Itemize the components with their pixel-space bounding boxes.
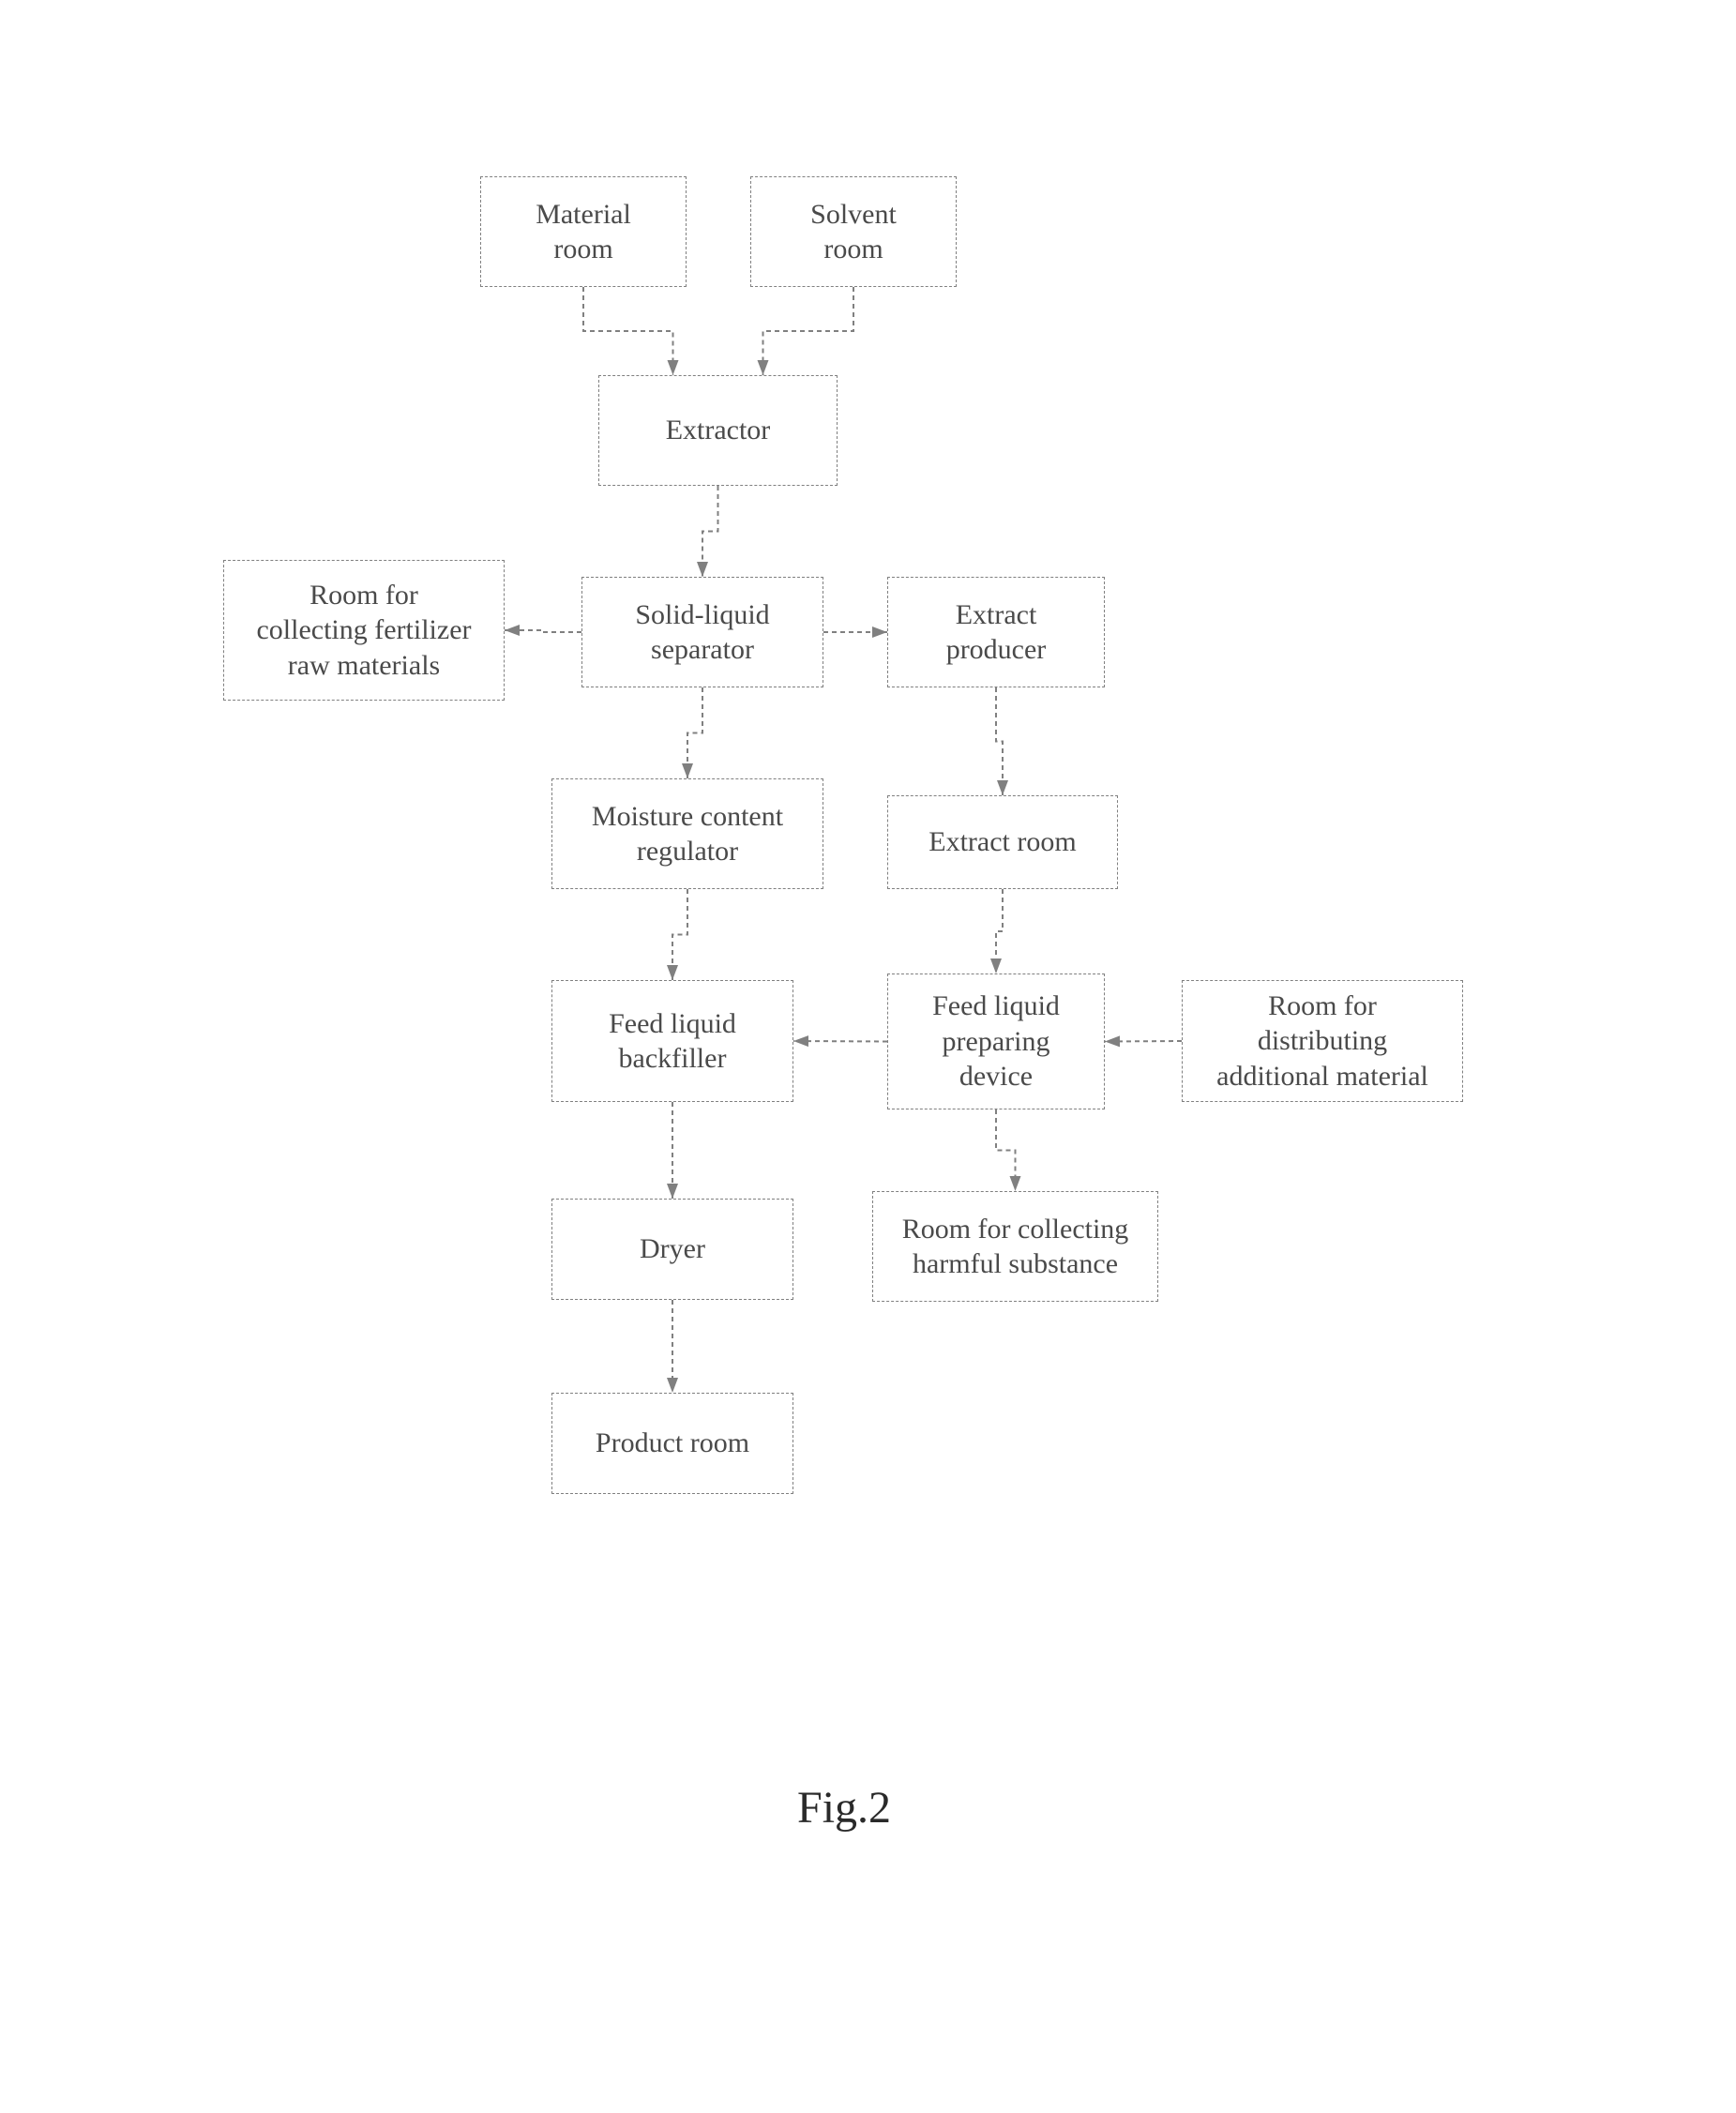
flowchart-edge xyxy=(996,889,1003,973)
flowchart-node-material-room: Material room xyxy=(480,176,687,287)
flowchart-node-label: Material room xyxy=(536,197,631,267)
flowchart-node-label: Extract producer xyxy=(946,597,1047,668)
flowchart-node-label: Room for collecting harmful substance xyxy=(902,1212,1129,1282)
flowchart-node-label: Dryer xyxy=(640,1231,705,1267)
flowchart-node-additional-mat: Room for distributing additional materia… xyxy=(1182,980,1463,1102)
flowchart-node-label: Extractor xyxy=(666,413,771,448)
flowchart-canvas: Material room Solvent room Extractor Room f… xyxy=(0,0,1736,2113)
flowchart-node-label: Room for distributing additional materia… xyxy=(1216,989,1428,1094)
flowchart-node-feed-backfiller: Feed liquid backfiller xyxy=(551,980,793,1102)
flowchart-node-product-room: Product room xyxy=(551,1393,793,1494)
flowchart-node-label: Moisture content regulator xyxy=(592,799,783,869)
flowchart-node-extract-producer: Extract producer xyxy=(887,577,1105,687)
flowchart-edge xyxy=(996,1109,1016,1191)
flowchart-node-feed-prep: Feed liquid preparing device xyxy=(887,973,1105,1109)
flowchart-node-label: Solvent room xyxy=(810,197,897,267)
flowchart-edge xyxy=(763,287,854,375)
figure-label: Fig.2 xyxy=(797,1782,891,1834)
flowchart-node-label: Extract room xyxy=(928,824,1076,860)
flowchart-edge xyxy=(687,687,702,778)
flowchart-node-moisture-reg: Moisture content regulator xyxy=(551,778,823,889)
flowchart-node-extractor: Extractor xyxy=(598,375,838,486)
flowchart-edge xyxy=(672,889,687,980)
flowchart-node-dryer: Dryer xyxy=(551,1199,793,1300)
flowchart-node-label: Feed liquid preparing device xyxy=(932,989,1060,1094)
flowchart-node-label: Feed liquid backfiller xyxy=(609,1006,736,1077)
flowchart-node-fertilizer-room: Room for collecting fertilizer raw mater… xyxy=(223,560,505,701)
flowchart-edge xyxy=(583,287,673,375)
flowchart-edge xyxy=(996,687,1003,795)
flowchart-node-label: Solid-liquid separator xyxy=(635,597,769,668)
flowchart-node-solid-liquid-sep: Solid-liquid separator xyxy=(581,577,823,687)
flowchart-node-label: Room for collecting fertilizer raw mater… xyxy=(256,578,471,684)
flowchart-node-extract-room: Extract room xyxy=(887,795,1118,889)
flowchart-node-label: Product room xyxy=(596,1426,749,1461)
flowchart-edge xyxy=(505,630,581,632)
flowchart-edge xyxy=(793,1041,887,1042)
flowchart-node-harmful-room: Room for collecting harmful substance xyxy=(872,1191,1158,1302)
flowchart-edge xyxy=(1105,1041,1182,1042)
flowchart-edge xyxy=(702,486,718,577)
flowchart-node-solvent-room: Solvent room xyxy=(750,176,957,287)
